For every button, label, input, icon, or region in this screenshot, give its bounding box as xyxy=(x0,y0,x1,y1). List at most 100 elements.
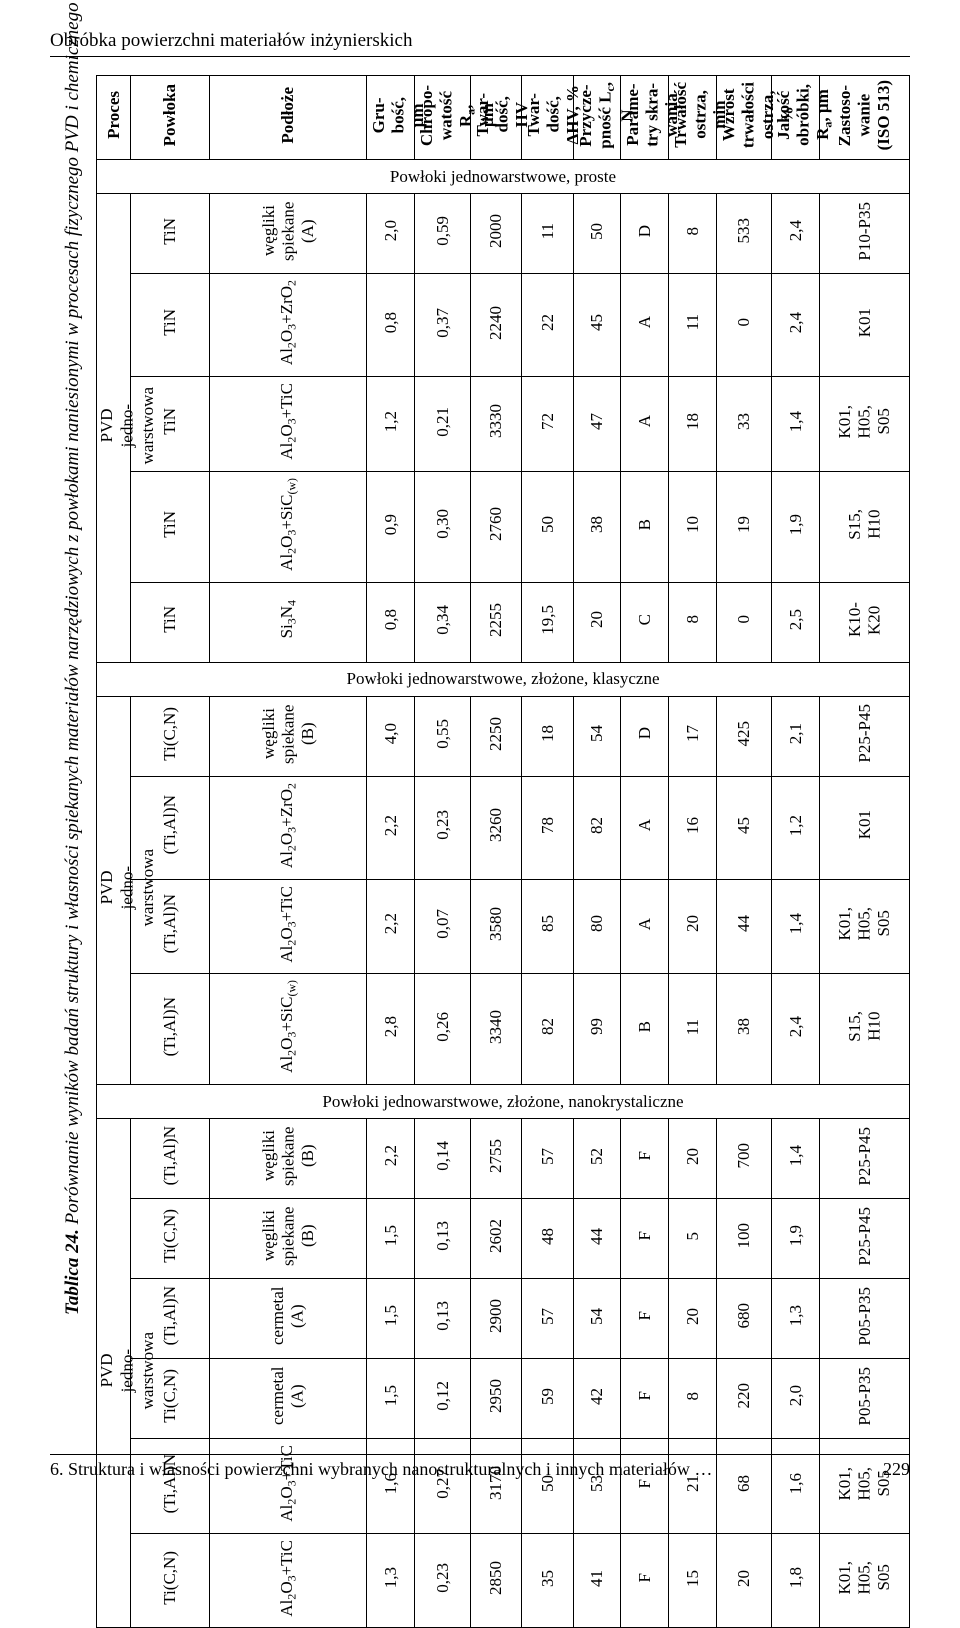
cell-param: A xyxy=(621,879,669,974)
cell-jakosc: 1,6 xyxy=(772,1439,820,1534)
cell-podloze: Al2O3+TiC xyxy=(209,879,367,974)
cell-powloka: TiN xyxy=(131,582,209,662)
cell-trwal: 20 xyxy=(669,1279,717,1359)
footer: 6. Struktura i własności powierzchni wyb… xyxy=(50,1454,910,1480)
cell-param: F xyxy=(621,1199,669,1279)
cell-chropo: 0,34 xyxy=(415,582,470,662)
cell-param: D xyxy=(621,696,669,776)
cell-powloka: Ti(C,N) xyxy=(131,1199,209,1279)
caption-label: Tablica 24. xyxy=(62,1229,83,1315)
cell-jakosc: 2,4 xyxy=(772,194,820,274)
cell-zast: K01,H05,S05 xyxy=(820,879,910,974)
table-row: Ti(C,N)cermetal (A)1,50,1229505942F82202… xyxy=(97,1359,910,1439)
cell-podloze: węgliki spiekane (B) xyxy=(209,696,367,776)
cell-grubosc: 2,8 xyxy=(367,974,415,1085)
cell-param: B xyxy=(621,471,669,582)
cell-hv: 2000 xyxy=(470,194,522,274)
cell-chropo: 0,13 xyxy=(415,1279,470,1359)
cell-jakosc: 2,1 xyxy=(772,696,820,776)
cell-zast: P10-P35 xyxy=(820,194,910,274)
cell-trwal: 8 xyxy=(669,1359,717,1439)
cell-jakosc: 2,4 xyxy=(772,274,820,377)
cell-powloka: Ti(C,N) xyxy=(131,696,209,776)
cell-param: F xyxy=(621,1533,669,1628)
cell-hv: 3170 xyxy=(470,1439,522,1534)
cell-chropo: 0,27 xyxy=(415,1439,470,1534)
hdr-zast: Zastoso-wanie(ISO 513) xyxy=(820,76,910,160)
cell-powloka: Ti(C,N) xyxy=(131,1533,209,1628)
cell-jakosc: 1,4 xyxy=(772,377,820,472)
cell-trwal: 17 xyxy=(669,696,717,776)
cell-wzrost: 100 xyxy=(716,1199,771,1279)
cell-hv: 3260 xyxy=(470,776,522,879)
cell-grubosc: 0,9 xyxy=(367,471,415,582)
table-row: (Ti,Al)NAl2O3+TiC1,60,2731705053F21681,6… xyxy=(97,1439,910,1534)
cell-wzrost: 20 xyxy=(716,1533,771,1628)
cell-podloze: cermetal (A) xyxy=(209,1279,367,1359)
footer-text: 6. Struktura i własności powierzchni wyb… xyxy=(50,1459,712,1480)
cell-param: F xyxy=(621,1439,669,1534)
cell-dhv: 78 xyxy=(522,776,574,879)
cell-grubosc: 0,8 xyxy=(367,582,415,662)
cell-chropo: 0,23 xyxy=(415,1533,470,1628)
cell-jakosc: 1,3 xyxy=(772,1279,820,1359)
hdr-twdhv: Twar-dość,ΔHV, % xyxy=(522,76,574,160)
cell-trwal: 16 xyxy=(669,776,717,879)
cell-podloze: Al2O3+TiC xyxy=(209,1439,367,1534)
cell-podloze: Al2O3+SiC(w) xyxy=(209,471,367,582)
cell-jakosc: 1,8 xyxy=(772,1533,820,1628)
proces-cell: PVDjedno-warstwowa xyxy=(97,1119,131,1628)
cell-param: F xyxy=(621,1359,669,1439)
data-table: Proces Powłoka Podłoże Gru-bość,µm Chrop… xyxy=(96,75,910,1628)
cell-grubosc: 1,5 xyxy=(367,1199,415,1279)
cell-zast: K01,H05,S05 xyxy=(820,1533,910,1628)
cell-chropo: 0,12 xyxy=(415,1359,470,1439)
table-row: TiNAl2O3+ZrO20,80,3722402245A1102,4K01 xyxy=(97,274,910,377)
cell-dhv: 11 xyxy=(522,194,574,274)
hdr-grubosc: Gru-bość,µm xyxy=(367,76,415,160)
cell-powloka: TiN xyxy=(131,274,209,377)
cell-podloze: Si3N4 xyxy=(209,582,367,662)
cell-wzrost: 38 xyxy=(716,974,771,1085)
cell-dhv: 19,5 xyxy=(522,582,574,662)
cell-hv: 2850 xyxy=(470,1533,522,1628)
cell-param: F xyxy=(621,1279,669,1359)
cell-lc: 80 xyxy=(573,879,621,974)
cell-trwal: 10 xyxy=(669,471,717,582)
cell-grubosc: 1,5 xyxy=(367,1279,415,1359)
cell-wzrost: 45 xyxy=(716,776,771,879)
section-header: Powłoki jednowarstwowe, złożone, klasycz… xyxy=(97,662,910,696)
cell-grubosc: 2,2 xyxy=(367,879,415,974)
cell-dhv: 57 xyxy=(522,1119,574,1199)
cell-lc: 99 xyxy=(573,974,621,1085)
section-header: Powłoki jednowarstwowe, złożone, nanokry… xyxy=(97,1085,910,1119)
cell-hv: 3580 xyxy=(470,879,522,974)
hdr-chropo: Chropo-watość Ra,µm xyxy=(415,76,470,160)
cell-lc: 50 xyxy=(573,194,621,274)
cell-trwal: 5 xyxy=(669,1199,717,1279)
cell-lc: 20 xyxy=(573,582,621,662)
cell-lc: 52 xyxy=(573,1119,621,1199)
table-row: TiNAl2O3+SiC(w)0,90,3027605038B10191,9S1… xyxy=(97,471,910,582)
proces-cell: PVDjedno-warstwowa xyxy=(97,194,131,663)
table-row: Ti(C,N)Al2O3+TiC1,30,2328503541F15201,8K… xyxy=(97,1533,910,1628)
cell-dhv: 22 xyxy=(522,274,574,377)
hdr-trwal: Trwałośćostrza,min xyxy=(669,76,717,160)
cell-lc: 44 xyxy=(573,1199,621,1279)
cell-jakosc: 1,9 xyxy=(772,471,820,582)
cell-hv: 2255 xyxy=(470,582,522,662)
cell-jakosc: 1,2 xyxy=(772,776,820,879)
cell-trwal: 8 xyxy=(669,582,717,662)
cell-jakosc: 2,4 xyxy=(772,974,820,1085)
cell-trwal: 21 xyxy=(669,1439,717,1534)
cell-trwal: 20 xyxy=(669,879,717,974)
table-row: PVDjedno-warstwowaTiNwęgliki spiekane (A… xyxy=(97,194,910,274)
cell-powloka: (Ti,Al)N xyxy=(131,974,209,1085)
cell-chropo: 0,07 xyxy=(415,879,470,974)
table-row: Ti(C,N)węgliki spiekane (B)1,50,13260248… xyxy=(97,1199,910,1279)
cell-chropo: 0,55 xyxy=(415,696,470,776)
cell-lc: 82 xyxy=(573,776,621,879)
table-row: (Ti,Al)NAl2O3+ZrO22,20,2332607882A16451,… xyxy=(97,776,910,879)
cell-param: A xyxy=(621,776,669,879)
cell-jakosc: 1,9 xyxy=(772,1199,820,1279)
